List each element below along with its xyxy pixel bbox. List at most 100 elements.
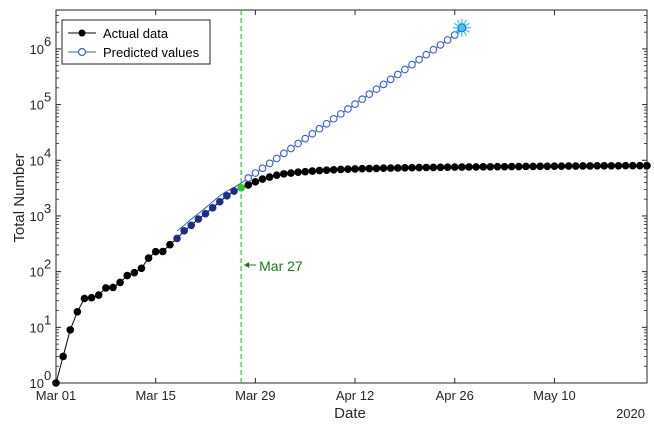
predicted-data-point [272, 154, 281, 163]
actual-data-point [116, 278, 124, 287]
actual-data-point [144, 254, 153, 262]
predicted-data-point [315, 124, 324, 133]
x-tick-label: Mar 29 [235, 388, 275, 403]
actual-data-point [429, 163, 438, 172]
x-axis-ticks: Mar 01 Mar 15 Mar 29 Apr 12 Apr 26 May 10 [36, 10, 576, 403]
actual-data-point [173, 234, 181, 243]
predicted-endpoint-marker [452, 18, 471, 37]
annotation-group: Mar 27 [244, 258, 303, 274]
actual-data-point [287, 169, 295, 177]
actual-data-point [636, 161, 644, 170]
actual-data-point [450, 163, 459, 171]
actual-data-point [379, 164, 388, 173]
actual-data-point [507, 162, 516, 171]
y-tick-exponent: 2 [44, 257, 51, 272]
actual-data-point [643, 161, 651, 170]
actual-data-point [564, 162, 573, 170]
actual-data-point [621, 161, 630, 170]
actual-data-point [543, 162, 552, 171]
predicted-data-point [322, 119, 331, 128]
actual-data-point [479, 163, 488, 171]
actual-data-point [102, 284, 110, 292]
actual-data-point [372, 164, 381, 173]
actual-data-point [66, 326, 75, 334]
actual-data-point [251, 178, 260, 186]
y-tick-label: 10 [30, 265, 44, 280]
actual-data-point [593, 162, 601, 170]
actual-data-point [415, 163, 423, 172]
actual-data-point [230, 187, 238, 195]
actual-data-point [194, 215, 203, 223]
predicted-data-point [287, 144, 295, 153]
actual-data-point [130, 268, 139, 277]
predicted-data-point [365, 90, 374, 99]
actual-data-point [280, 170, 288, 178]
y-tick-label: 10 [30, 320, 44, 335]
actual-data-point [166, 240, 174, 249]
predicted-data-point [422, 50, 431, 59]
actual-data-point [522, 162, 530, 171]
actual-data-point [579, 162, 587, 170]
actual-data-point [422, 163, 431, 172]
actual-data-point [315, 166, 324, 175]
predicted-data-point [443, 36, 452, 44]
actual-data-point [351, 165, 359, 173]
actual-data-point [472, 163, 480, 171]
actual-data-point [265, 173, 274, 181]
actual-data-point [244, 181, 253, 189]
x-tick-label: May 10 [533, 388, 576, 403]
y-tick-exponent: 6 [44, 34, 51, 49]
predicted-data-point [294, 139, 302, 148]
actual-data-point [529, 162, 537, 171]
x-tick-label: Mar 15 [135, 388, 175, 403]
predicted-data-point [351, 100, 359, 108]
actual-data-point [73, 307, 82, 316]
actual-data-point [436, 163, 445, 172]
y-tick-label: 10 [30, 98, 44, 113]
series-group [52, 18, 651, 387]
actual-data-point [337, 165, 345, 174]
actual-data-point [123, 271, 132, 280]
y-tick-exponent: 3 [44, 201, 51, 216]
actual-data-point [486, 162, 495, 171]
actual-data-point [443, 163, 452, 172]
actual-data-point [258, 175, 267, 183]
actual-data-point [201, 209, 210, 218]
actual-data-point [465, 163, 473, 171]
predicted-data-point [408, 60, 416, 69]
actual-data-point [600, 162, 609, 170]
actual-data-point [272, 171, 281, 179]
actual-data-point [401, 164, 409, 172]
actual-data-point [607, 161, 616, 170]
actual-data-point [557, 162, 566, 170]
predicted-data-point [429, 45, 438, 54]
y-tick-label: 10 [30, 42, 44, 57]
actual-data-point [109, 283, 117, 292]
predicted-data-point [393, 70, 402, 79]
annotation-label: Mar 27 [259, 258, 303, 274]
actual-data-point [151, 247, 160, 256]
actual-data-point [493, 162, 502, 171]
legend-box [61, 19, 211, 65]
predicted-data-point [265, 159, 274, 168]
legend-actual-label: Actual data [103, 26, 169, 41]
predicted-data-point [372, 85, 381, 94]
actual-data-point [52, 379, 60, 387]
x-tick-label: Apr 26 [436, 388, 474, 403]
legend-actual-marker [78, 29, 86, 37]
x-tick-label: Apr 12 [336, 388, 374, 403]
actual-data-point [586, 162, 594, 170]
predicted-data-point [386, 75, 395, 84]
actual-data-point [365, 164, 374, 173]
actual-data-point [180, 227, 188, 235]
y-tick-exponent: 0 [44, 368, 51, 383]
predicted-endpoint-dot [457, 23, 467, 33]
actual-data-point [159, 247, 167, 256]
predicted-data-point [436, 41, 445, 49]
actual-data-point [614, 161, 623, 170]
predicted-data-point [251, 169, 260, 177]
actual-data-point [94, 291, 103, 299]
y-tick-label: 10 [30, 376, 44, 391]
actual-data-point [628, 161, 637, 170]
